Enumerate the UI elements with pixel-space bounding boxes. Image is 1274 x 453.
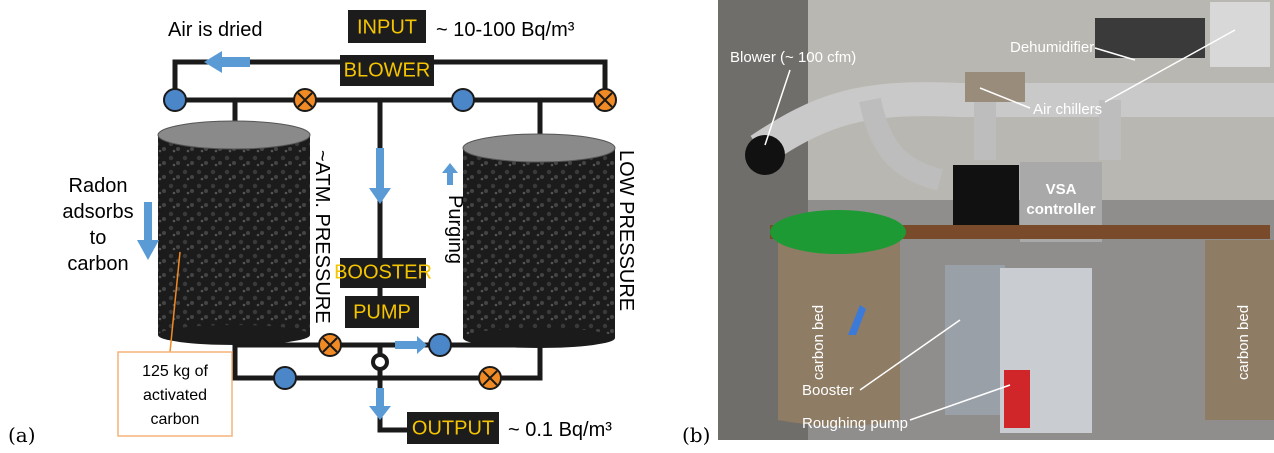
radon-note: Radon adsorbs to carbon	[62, 175, 133, 275]
vsa-callout: VSA controller	[1026, 181, 1095, 218]
output-label: OUTPUT	[412, 417, 494, 439]
dehumidifier-callout: Dehumidifier	[1010, 39, 1094, 56]
text-line: to	[90, 227, 107, 249]
panel-label: (a)	[8, 423, 36, 447]
left-pressure: ~ATM. PRESSURE	[311, 150, 333, 324]
pump-label: PUMP	[353, 301, 411, 323]
input-concentration: ~ 10-100 Bq/m³	[436, 19, 575, 41]
text-line: 125 kg of	[142, 363, 208, 380]
air-dried: Air is dried	[168, 19, 262, 41]
roughing-pump-callout: Roughing pump	[802, 415, 908, 432]
output-concentration: ~ 0.1 Bq/m³	[508, 419, 612, 441]
air-chillers-callout: Air chillers	[1033, 101, 1102, 118]
text-line: carbon	[151, 411, 200, 428]
carbon-bed	[158, 135, 310, 335]
text-line: VSA	[1046, 181, 1077, 198]
booster-label: BOOSTER	[334, 261, 432, 283]
carbon-bed-right: carbon bed	[1235, 305, 1252, 380]
text-line: carbon	[67, 253, 128, 275]
right-pressure: LOW PRESSURE	[615, 150, 637, 311]
carbon-bed-left: carbon bed	[810, 305, 827, 380]
carbon-bed	[463, 148, 615, 338]
panel-label: (b)	[682, 423, 710, 447]
text-line: controller	[1026, 201, 1095, 218]
diagram-a: INPUT BLOWER BOOSTER PUMP OUTPUT Air is …	[8, 10, 637, 447]
blower-label: BLOWER	[344, 59, 431, 81]
text-line: activated	[143, 387, 207, 404]
photo-b: Blower (~ 100 cfm) Dehumidifier Air chil…	[682, 0, 1274, 447]
purging: Purging	[444, 195, 466, 264]
text-line: Radon	[69, 175, 128, 197]
text-line: adsorbs	[62, 201, 133, 223]
booster-callout: Booster	[802, 382, 854, 399]
carbon-note: 125 kg of activated carbon	[142, 363, 208, 428]
input-label: INPUT	[357, 16, 417, 38]
blower-callout: Blower (~ 100 cfm)	[730, 49, 856, 66]
